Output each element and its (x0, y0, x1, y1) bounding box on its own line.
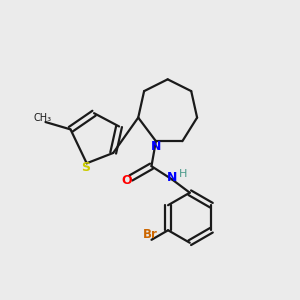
Text: N: N (151, 140, 161, 153)
Text: O: O (122, 174, 132, 187)
Text: Br: Br (142, 228, 158, 241)
Text: N: N (167, 172, 177, 184)
Text: CH₃: CH₃ (34, 113, 52, 124)
Text: S: S (81, 161, 90, 174)
Text: H: H (179, 169, 188, 179)
